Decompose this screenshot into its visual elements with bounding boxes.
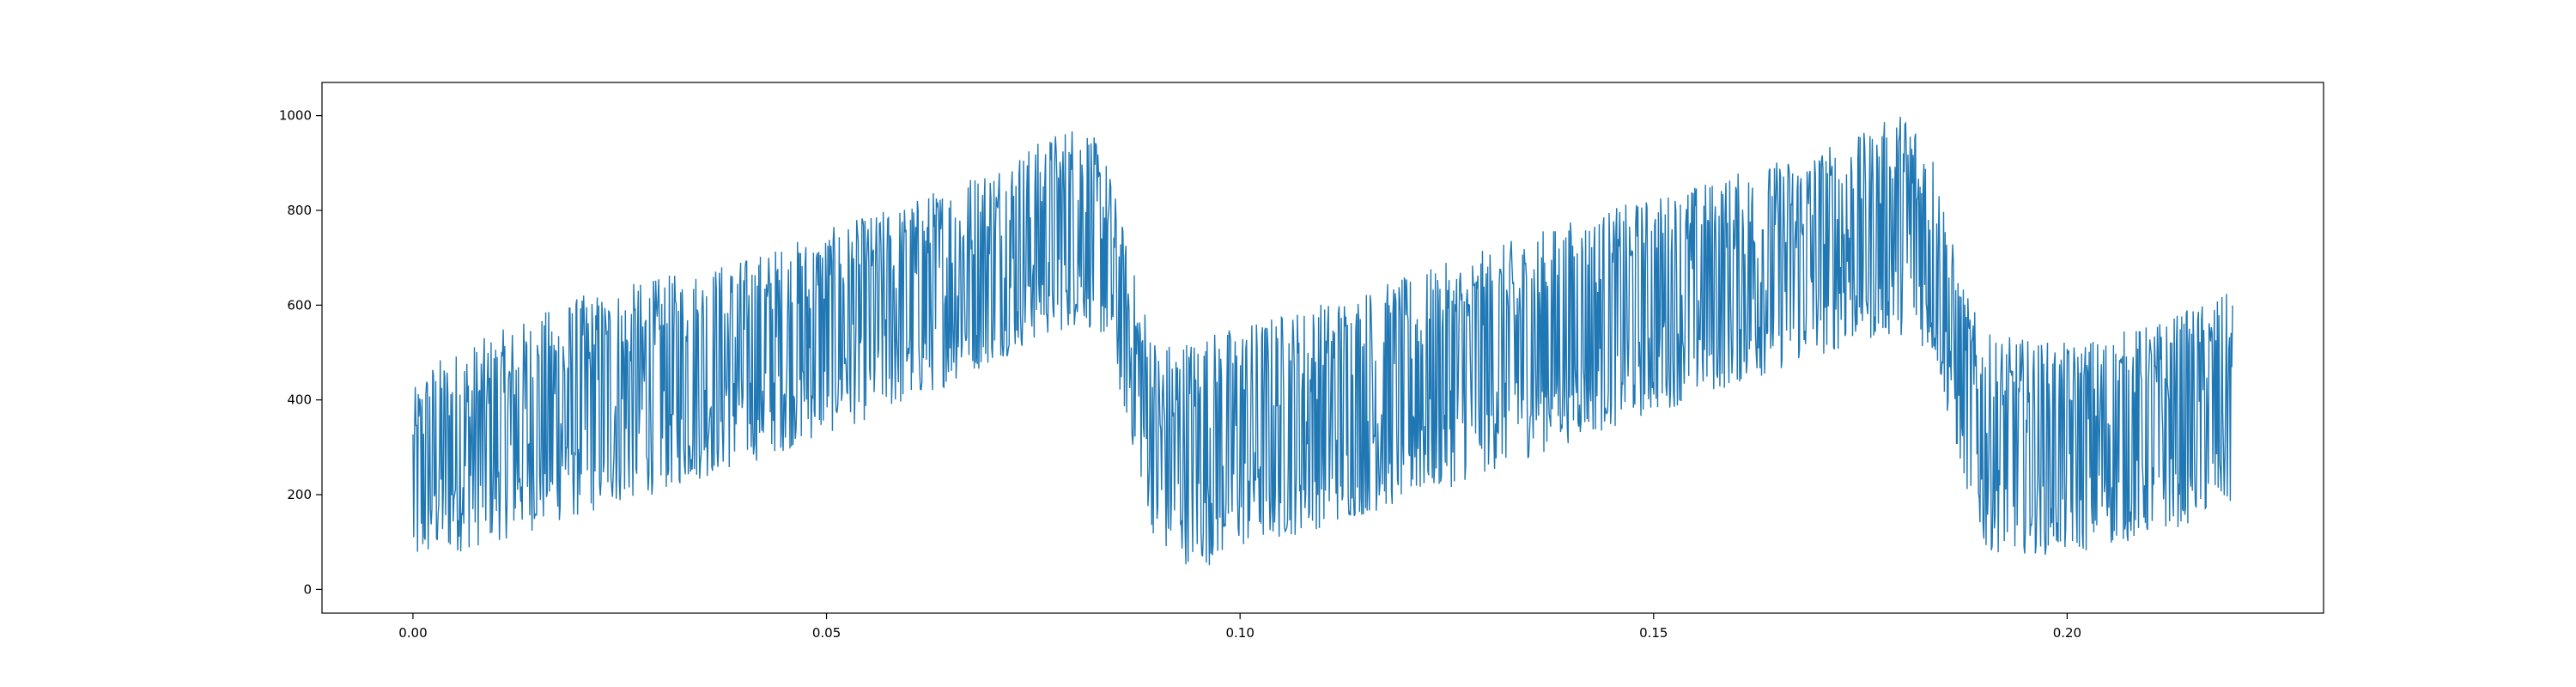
y-tick-label: 800 (287, 203, 312, 218)
axes-frame (321, 82, 2324, 614)
x-tick-label: 0.00 (398, 625, 427, 641)
x-tick-label: 0.20 (2053, 625, 2081, 641)
plot-area (412, 116, 2233, 566)
x-tick-label: 0.10 (1225, 625, 1254, 641)
x-axis: 0.00 0.05 0.10 0.15 0.20 (398, 613, 2081, 641)
y-axis: 0 200 400 600 800 1000 (279, 108, 322, 597)
x-tick-label: 0.05 (812, 625, 841, 641)
y-tick-label: 400 (287, 392, 312, 408)
y-tick-label: 600 (287, 297, 312, 313)
y-tick-label: 0 (303, 581, 312, 597)
y-tick-label: 200 (287, 487, 312, 502)
x-tick-label: 0.15 (1639, 625, 1668, 641)
y-tick-label: 1000 (279, 108, 312, 124)
series-line (412, 116, 2233, 566)
